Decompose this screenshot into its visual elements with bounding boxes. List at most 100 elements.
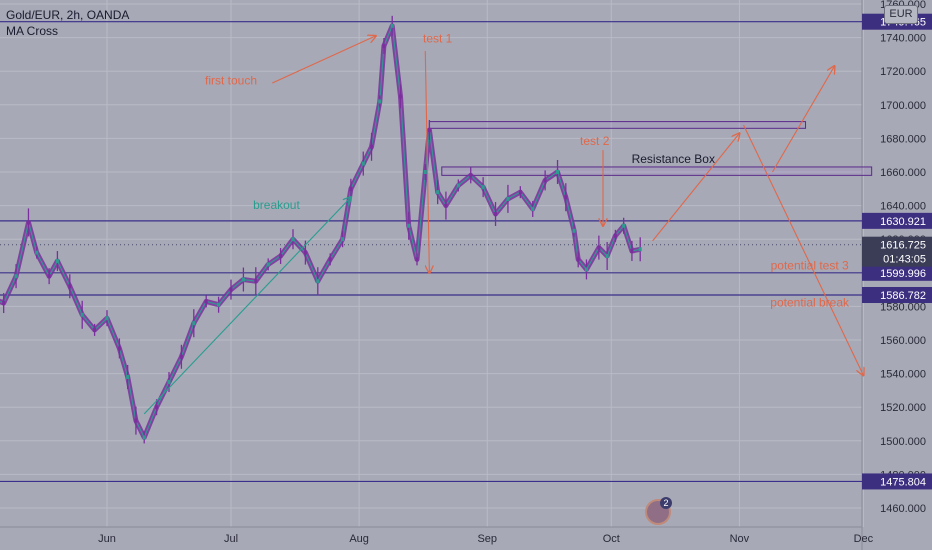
price-level-label: 1630.921 — [880, 216, 926, 228]
price-level-label: 1599.996 — [880, 268, 926, 280]
annotation-text: test 2 — [580, 134, 610, 148]
y-tick-label: 1740.000 — [880, 33, 926, 45]
annotation-text: potential test 3 — [771, 258, 849, 272]
candle-body — [605, 254, 609, 258]
candle-body — [47, 274, 51, 279]
candle-body — [93, 327, 97, 332]
trend-arrow[interactable] — [652, 133, 740, 242]
candle-body — [597, 245, 601, 250]
bar-countdown-label: 01:43:05 — [883, 254, 926, 266]
candle-body — [192, 321, 196, 326]
y-tick-label: 1720.000 — [880, 66, 926, 78]
candle-body — [241, 277, 245, 282]
candle-body — [469, 173, 473, 178]
price-level-label-box — [862, 264, 932, 281]
y-tick-label: 1680.000 — [880, 133, 926, 145]
price-level-label-box — [862, 473, 932, 490]
candle-body — [423, 170, 427, 174]
candle-body — [229, 287, 233, 292]
trend-arrow[interactable] — [272, 36, 375, 84]
candle-body — [456, 183, 460, 188]
y-tick-label: 1580.000 — [880, 301, 926, 313]
x-tick-label: Aug — [349, 533, 369, 545]
price-level-label: 1475.804 — [880, 476, 926, 488]
candle-body — [14, 274, 18, 279]
candle-body — [279, 254, 283, 258]
price-series-line[interactable] — [0, 25, 641, 438]
candle-body — [506, 196, 510, 201]
candle-body — [494, 212, 498, 216]
candle-body — [638, 247, 642, 252]
candle-body — [622, 223, 626, 228]
candle-body — [390, 23, 394, 28]
x-tick-label: Oct — [603, 533, 620, 545]
x-tick-label: Jun — [98, 533, 116, 545]
candle-body — [556, 170, 560, 174]
y-tick-label: 1700.000 — [880, 100, 926, 112]
target-box[interactable] — [428, 121, 807, 129]
candle-body — [2, 301, 6, 306]
candle-body — [117, 346, 121, 351]
candle-body — [155, 405, 159, 410]
annotation-text: test 1 — [423, 32, 453, 46]
trend-arrow[interactable] — [743, 124, 864, 375]
candle-body — [630, 248, 634, 253]
y-tick-label: 1660.000 — [880, 167, 926, 179]
candle-body — [564, 195, 568, 200]
candle-body — [427, 128, 431, 132]
candle-body — [266, 262, 270, 267]
candle-body — [328, 257, 332, 262]
candle-body — [407, 223, 411, 228]
y-tick-label: 1520.000 — [880, 402, 926, 414]
candle-body — [303, 250, 307, 255]
x-tick-label: Dec — [854, 533, 874, 545]
symbol-title[interactable]: Gold/EUR, 2h, OANDA — [6, 8, 130, 22]
annotation-text: first touch — [205, 74, 257, 88]
candle-body — [254, 279, 258, 284]
candle-body — [518, 190, 522, 195]
annotation-text: potential break — [770, 295, 850, 309]
resistance-box[interactable] — [441, 166, 873, 176]
candle-body — [572, 228, 576, 233]
price-level-label-box — [862, 287, 932, 304]
candle-body — [68, 284, 72, 289]
candle-body — [80, 312, 84, 317]
candle-body — [444, 203, 448, 208]
candle-body — [217, 302, 221, 307]
candle-body — [543, 178, 547, 183]
candle-body — [291, 237, 295, 242]
candle-body — [584, 267, 588, 272]
annotation-text: breakout — [253, 198, 300, 212]
price-level-label-box — [862, 212, 932, 229]
trend-arrow[interactable] — [771, 66, 834, 173]
candle-body — [35, 250, 39, 255]
candle-body — [142, 435, 146, 440]
indicator-name[interactable]: MA Cross — [6, 24, 59, 38]
candle-body — [167, 380, 171, 384]
candle-body — [398, 94, 402, 99]
trend-arrow[interactable] — [424, 51, 429, 273]
candle-body — [316, 279, 320, 284]
alert-count-badge: 2 — [660, 497, 672, 509]
candle-body — [134, 418, 138, 423]
candle-body — [481, 185, 485, 190]
current-price-box — [862, 236, 932, 267]
x-tick-label: Sep — [477, 533, 497, 545]
y-tick-label: 1500.000 — [880, 436, 926, 448]
candle-body — [382, 44, 386, 48]
y-tick-label: 1540.000 — [880, 369, 926, 381]
candle-body — [531, 206, 535, 211]
candle-body — [378, 99, 382, 104]
candle-body — [415, 257, 419, 262]
currency-badge[interactable]: EUR — [884, 5, 918, 24]
resistance-box-label: Resistance Box — [632, 152, 715, 166]
candle-body — [126, 374, 130, 379]
candle-body — [105, 316, 109, 321]
x-tick-label: Nov — [730, 533, 750, 545]
candle-body — [613, 233, 617, 238]
price-level-label: 1586.782 — [880, 290, 926, 302]
trend-arrow[interactable] — [143, 197, 351, 415]
